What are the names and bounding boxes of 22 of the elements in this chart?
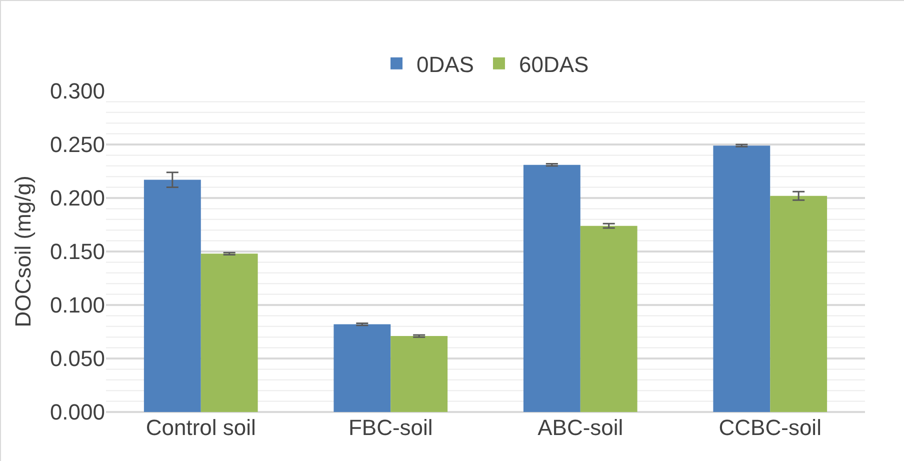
y-tick-label: 0.250 (50, 132, 105, 158)
x-tick-label: FBC-soil (348, 415, 433, 440)
bar (200, 254, 258, 412)
y-tick-label: 0.300 (50, 78, 105, 104)
bar (770, 196, 828, 412)
bar (580, 226, 638, 412)
bar (390, 336, 448, 412)
bar (144, 180, 201, 412)
y-tick-label: 0.050 (50, 346, 105, 372)
x-tick-label: Control soil (146, 415, 256, 440)
y-tick-label: 0.100 (50, 292, 105, 318)
y-tick-label: 0.000 (50, 400, 105, 425)
y-tick-label: 0.200 (50, 186, 105, 211)
legend-label: 0DAS (416, 52, 474, 77)
y-tick-label: 0.150 (50, 239, 105, 264)
bar (523, 164, 580, 412)
bar (334, 324, 391, 412)
legend-label: 60DAS (518, 52, 589, 77)
y-axis-title: DOCsoil (mg/g) (10, 176, 36, 328)
bar (713, 146, 770, 412)
x-tick-label: ABC-soil (538, 415, 624, 440)
x-tick-label: CCBC-soil (718, 415, 822, 440)
